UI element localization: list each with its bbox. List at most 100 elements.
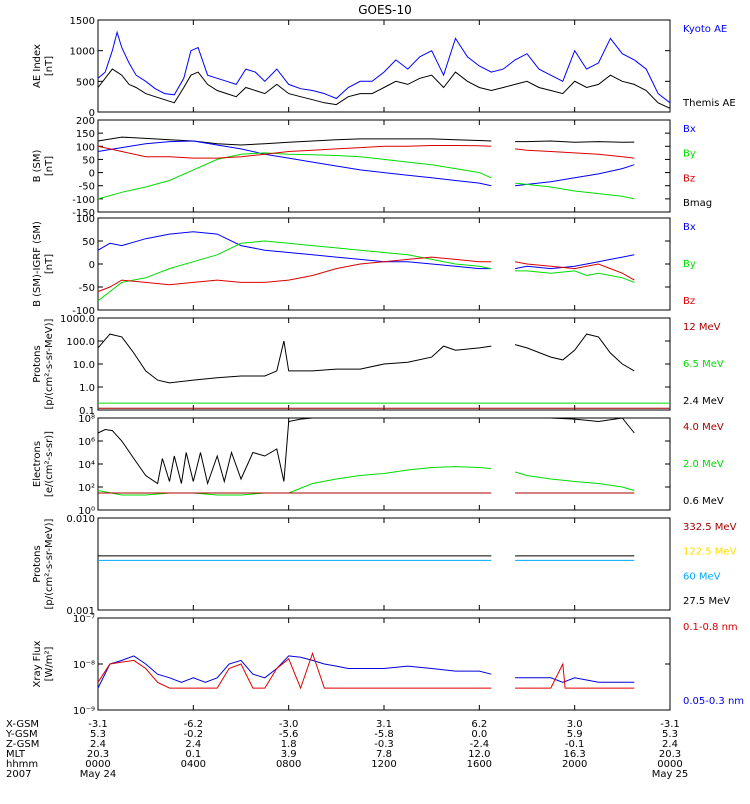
ephemeris-value: May 25 <box>652 769 689 780</box>
y-axis-label: Xray Flux <box>32 640 43 687</box>
series-line <box>98 656 670 688</box>
y-tick-label: 200 <box>76 116 95 127</box>
y-tick-label: 0.001 <box>66 606 95 617</box>
series-line <box>97 30 671 104</box>
y-tick-label: 10⁻⁸ <box>73 660 95 671</box>
panel-protons-low: 0.1 1.0 10.0 100.0 1000.0 Protons [p/(cm²-s-sr… <box>32 314 724 417</box>
ephemeris-row-label: X-GSM <box>6 719 39 730</box>
legend-entry: Bx <box>683 222 696 233</box>
ephemeris-value: -5.8 <box>374 729 394 740</box>
legend-entry: By <box>683 259 696 270</box>
ephemeris-value: 5.3 <box>90 729 106 740</box>
legend-entry: 60 MeV <box>683 571 721 582</box>
y-tick-label: 50 <box>82 155 95 166</box>
ephemeris-value: -0.2 <box>184 729 204 740</box>
ephemeris-value: -5.6 <box>279 729 299 740</box>
legend-entry: 2.4 MeV <box>683 396 724 407</box>
legend-entry: Kyoto AE <box>683 24 727 35</box>
panel-ae: 0 500 1000 1500 AE Index [nT] Kyoto AE Themis A… <box>32 16 736 119</box>
legend-entry: 4.0 MeV <box>683 422 724 433</box>
y-axis-label: Protons <box>32 345 43 382</box>
y-tick-label: 100 <box>76 142 95 153</box>
ephemeris-row-label: 2007 <box>6 769 31 780</box>
y-axis-label: AE Index <box>32 44 43 88</box>
y-tick-label: 50 <box>82 237 95 248</box>
y-tick-label: 0.010 <box>66 514 95 525</box>
ephemeris-value: 3.9 <box>281 749 297 760</box>
y-tick-label: 10⁻⁷ <box>73 614 95 625</box>
y-tick-label: -50 <box>79 182 95 193</box>
y-tick-label: -150 <box>72 208 95 219</box>
y-tick-label: 0 <box>89 260 95 271</box>
ephemeris-value: 6.2 <box>471 719 487 730</box>
ephemeris-row-label: Y-GSM <box>5 729 38 740</box>
legend-entry: 122.5 MeV <box>683 547 737 558</box>
ephemeris-value: 2000 <box>562 759 587 770</box>
legend-entry: 6.5 MeV <box>683 359 724 370</box>
ephemeris-row-label: hhmm <box>6 759 38 770</box>
y-tick-label: 1000.0 <box>60 314 95 325</box>
ephemeris-value: 5.9 <box>567 729 583 740</box>
ephemeris-row-label: MLT <box>6 749 26 760</box>
legend-entry: By <box>683 149 696 160</box>
y-tick-label: 10⁸ <box>78 414 95 425</box>
panel-b-sm: -150 -100 -50 0 50 100 150 200 B (SM) [nT] Bx By Bz B… <box>32 116 712 219</box>
series-line <box>98 653 670 688</box>
y-tick-label: 1000 <box>70 47 95 58</box>
ephemeris-row-label: Z-GSM <box>6 739 39 750</box>
y-axis-label: B (SM)-IGRF (SM) <box>32 221 43 307</box>
y-tick-label: 10.0 <box>73 360 95 371</box>
series-line <box>98 334 670 383</box>
y-tick-label: 100 <box>76 214 95 225</box>
panel-xray: 10⁻⁹ 10⁻⁸ 10⁻⁷ Xray Flux [W/m²] 0.1-0.8 nm 0.0… <box>32 614 744 717</box>
legend-entry: Bz <box>683 173 695 184</box>
panel-b-sm-igrf: -100 -50 0 50 100 B (SM)-IGRF (SM) [nT] Bx By Bz <box>32 214 696 317</box>
y-tick-label: 500 <box>76 77 95 88</box>
y-tick-label: 1500 <box>70 16 95 27</box>
legend-entry: 0.6 MeV <box>683 496 724 507</box>
ephemeris-value: -3.1 <box>660 719 680 730</box>
ephemeris-value: 1.8 <box>281 739 297 750</box>
legend-entry: Bmag <box>683 198 712 209</box>
series-line <box>97 231 635 270</box>
chart-title: GOES-10 <box>358 3 412 17</box>
ephemeris-value: 0400 <box>181 759 206 770</box>
series-line <box>98 153 670 202</box>
ephemeris-value: 0.0 <box>471 729 487 740</box>
panel-protons-high: 0.001 0.010 Protons [p/(cm²-s-sr-MeV)] 332.5… <box>32 514 737 617</box>
ephemeris-value: 20.3 <box>659 749 681 760</box>
y-tick-label: 10⁻⁹ <box>73 706 95 717</box>
ephemeris-value: 2.4 <box>662 739 678 750</box>
plot-frame <box>97 417 671 511</box>
plot-frame <box>97 617 671 711</box>
legend-entry: 0.1-0.8 nm <box>683 622 738 633</box>
y-axis-label: [e/(cm²-s-sr)] <box>44 431 55 497</box>
legend-entry: 332.5 MeV <box>683 522 737 533</box>
ephemeris-value: -3.0 <box>279 719 299 730</box>
y-tick-label: 10⁰ <box>78 506 95 517</box>
plot-frame <box>97 517 671 611</box>
ephemeris-value: 3.1 <box>376 719 392 730</box>
y-axis-label: B (SM) <box>32 149 43 182</box>
y-tick-label: 1.0 <box>79 383 95 394</box>
series-line <box>98 141 670 186</box>
ephemeris-value: 2.4 <box>90 739 106 750</box>
legend-entry: Bz <box>683 296 695 307</box>
ephemeris-value: 12.0 <box>468 749 490 760</box>
ephemeris-value: 1200 <box>371 759 396 770</box>
y-tick-label: 0 <box>89 169 95 180</box>
y-tick-label: 150 <box>76 129 95 140</box>
y-axis-label: [nT] <box>44 254 55 274</box>
ephemeris-value: May 24 <box>80 769 117 780</box>
y-tick-label: 0 <box>89 108 95 119</box>
y-axis-label: [p/(cm²-s-sr-MeV)] <box>44 318 55 409</box>
ephemeris-value: -6.2 <box>184 719 204 730</box>
y-tick-label: 0.1 <box>79 406 95 417</box>
y-tick-label: -100 <box>72 195 95 206</box>
ephemeris-value: 1600 <box>467 759 492 770</box>
ephemeris-value: 0800 <box>276 759 301 770</box>
series-line <box>97 68 671 109</box>
panel-electrons: 10⁰ 10² 10⁴ 10⁶ 10⁸ Electrons [e/(cm²-s-sr)] 4.… <box>32 414 724 517</box>
